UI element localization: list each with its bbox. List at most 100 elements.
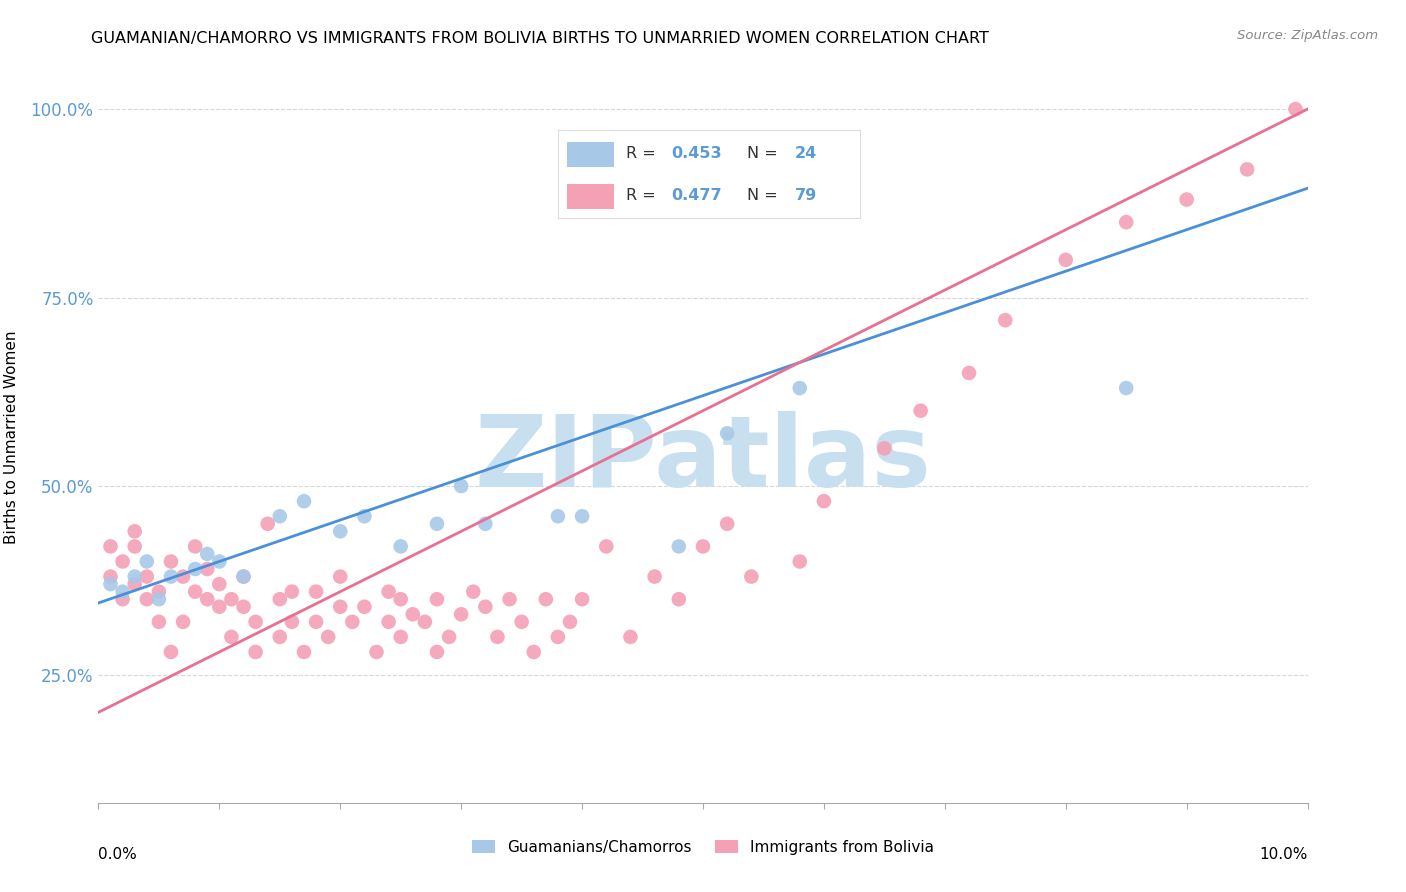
- Point: [426, 516, 449, 531]
- Point: [329, 569, 352, 583]
- Point: [195, 592, 218, 607]
- Point: [1054, 252, 1077, 267]
- Point: [329, 524, 352, 539]
- Point: [389, 540, 412, 554]
- Point: [523, 645, 546, 659]
- Point: [184, 540, 207, 554]
- Point: [172, 615, 194, 629]
- Point: [292, 645, 315, 659]
- Point: [100, 569, 122, 583]
- Point: [692, 540, 714, 554]
- Point: [1175, 193, 1198, 207]
- Point: [221, 630, 243, 644]
- Point: [547, 509, 569, 524]
- Point: [124, 569, 146, 583]
- Point: [389, 592, 412, 607]
- Point: [184, 584, 207, 599]
- Point: [740, 569, 762, 583]
- Point: [571, 592, 593, 607]
- Point: [716, 516, 738, 531]
- Point: [292, 494, 315, 508]
- Point: [124, 577, 146, 591]
- Point: [486, 630, 509, 644]
- Point: [450, 479, 472, 493]
- Point: [281, 584, 304, 599]
- Point: [534, 592, 557, 607]
- Point: [111, 554, 134, 568]
- Point: [342, 615, 364, 629]
- Point: [402, 607, 425, 622]
- Point: [245, 615, 267, 629]
- Point: [377, 615, 399, 629]
- Point: [571, 509, 593, 524]
- Point: [510, 615, 533, 629]
- Point: [184, 562, 207, 576]
- Text: ZIPatlas: ZIPatlas: [475, 410, 931, 508]
- Point: [353, 509, 375, 524]
- Point: [547, 630, 569, 644]
- Point: [172, 569, 194, 583]
- Point: [148, 615, 170, 629]
- Point: [389, 630, 412, 644]
- Point: [426, 645, 449, 659]
- Point: [474, 599, 496, 614]
- Point: [256, 516, 278, 531]
- Point: [873, 442, 896, 456]
- Point: [498, 592, 520, 607]
- Point: [305, 615, 328, 629]
- Point: [463, 584, 485, 599]
- Point: [160, 554, 183, 568]
- Point: [668, 540, 690, 554]
- Point: [135, 569, 157, 583]
- Point: [305, 584, 328, 599]
- Point: [366, 645, 388, 659]
- Point: [1115, 215, 1137, 229]
- Point: [269, 630, 291, 644]
- Point: [100, 540, 122, 554]
- Point: [957, 366, 980, 380]
- Point: [208, 577, 231, 591]
- Point: [1115, 381, 1137, 395]
- Point: [269, 509, 291, 524]
- Point: [124, 524, 146, 539]
- Point: [232, 599, 254, 614]
- Point: [450, 607, 472, 622]
- Point: [668, 592, 690, 607]
- Point: [595, 540, 617, 554]
- Point: [100, 577, 122, 591]
- Point: [910, 403, 932, 417]
- Point: [716, 426, 738, 441]
- Point: [789, 554, 811, 568]
- Point: [329, 599, 352, 614]
- Point: [208, 599, 231, 614]
- Text: 0.0%: 0.0%: [98, 847, 138, 862]
- Point: [111, 592, 134, 607]
- Point: [644, 569, 666, 583]
- Point: [1236, 162, 1258, 177]
- Point: [353, 599, 375, 614]
- Point: [994, 313, 1017, 327]
- Text: 10.0%: 10.0%: [1260, 847, 1308, 862]
- Point: [208, 554, 231, 568]
- Point: [135, 554, 157, 568]
- Point: [245, 645, 267, 659]
- Point: [281, 615, 304, 629]
- Point: [316, 630, 339, 644]
- Point: [135, 592, 157, 607]
- Text: GUAMANIAN/CHAMORRO VS IMMIGRANTS FROM BOLIVIA BIRTHS TO UNMARRIED WOMEN CORRELAT: GUAMANIAN/CHAMORRO VS IMMIGRANTS FROM BO…: [91, 31, 990, 46]
- Point: [160, 569, 183, 583]
- Point: [195, 562, 218, 576]
- Point: [195, 547, 218, 561]
- Point: [619, 630, 641, 644]
- Point: [124, 540, 146, 554]
- Point: [111, 584, 134, 599]
- Point: [148, 584, 170, 599]
- Point: [221, 592, 243, 607]
- Text: Source: ZipAtlas.com: Source: ZipAtlas.com: [1237, 29, 1378, 42]
- Point: [558, 615, 581, 629]
- Point: [813, 494, 835, 508]
- Point: [232, 569, 254, 583]
- Point: [232, 569, 254, 583]
- Point: [413, 615, 436, 629]
- Point: [437, 630, 460, 644]
